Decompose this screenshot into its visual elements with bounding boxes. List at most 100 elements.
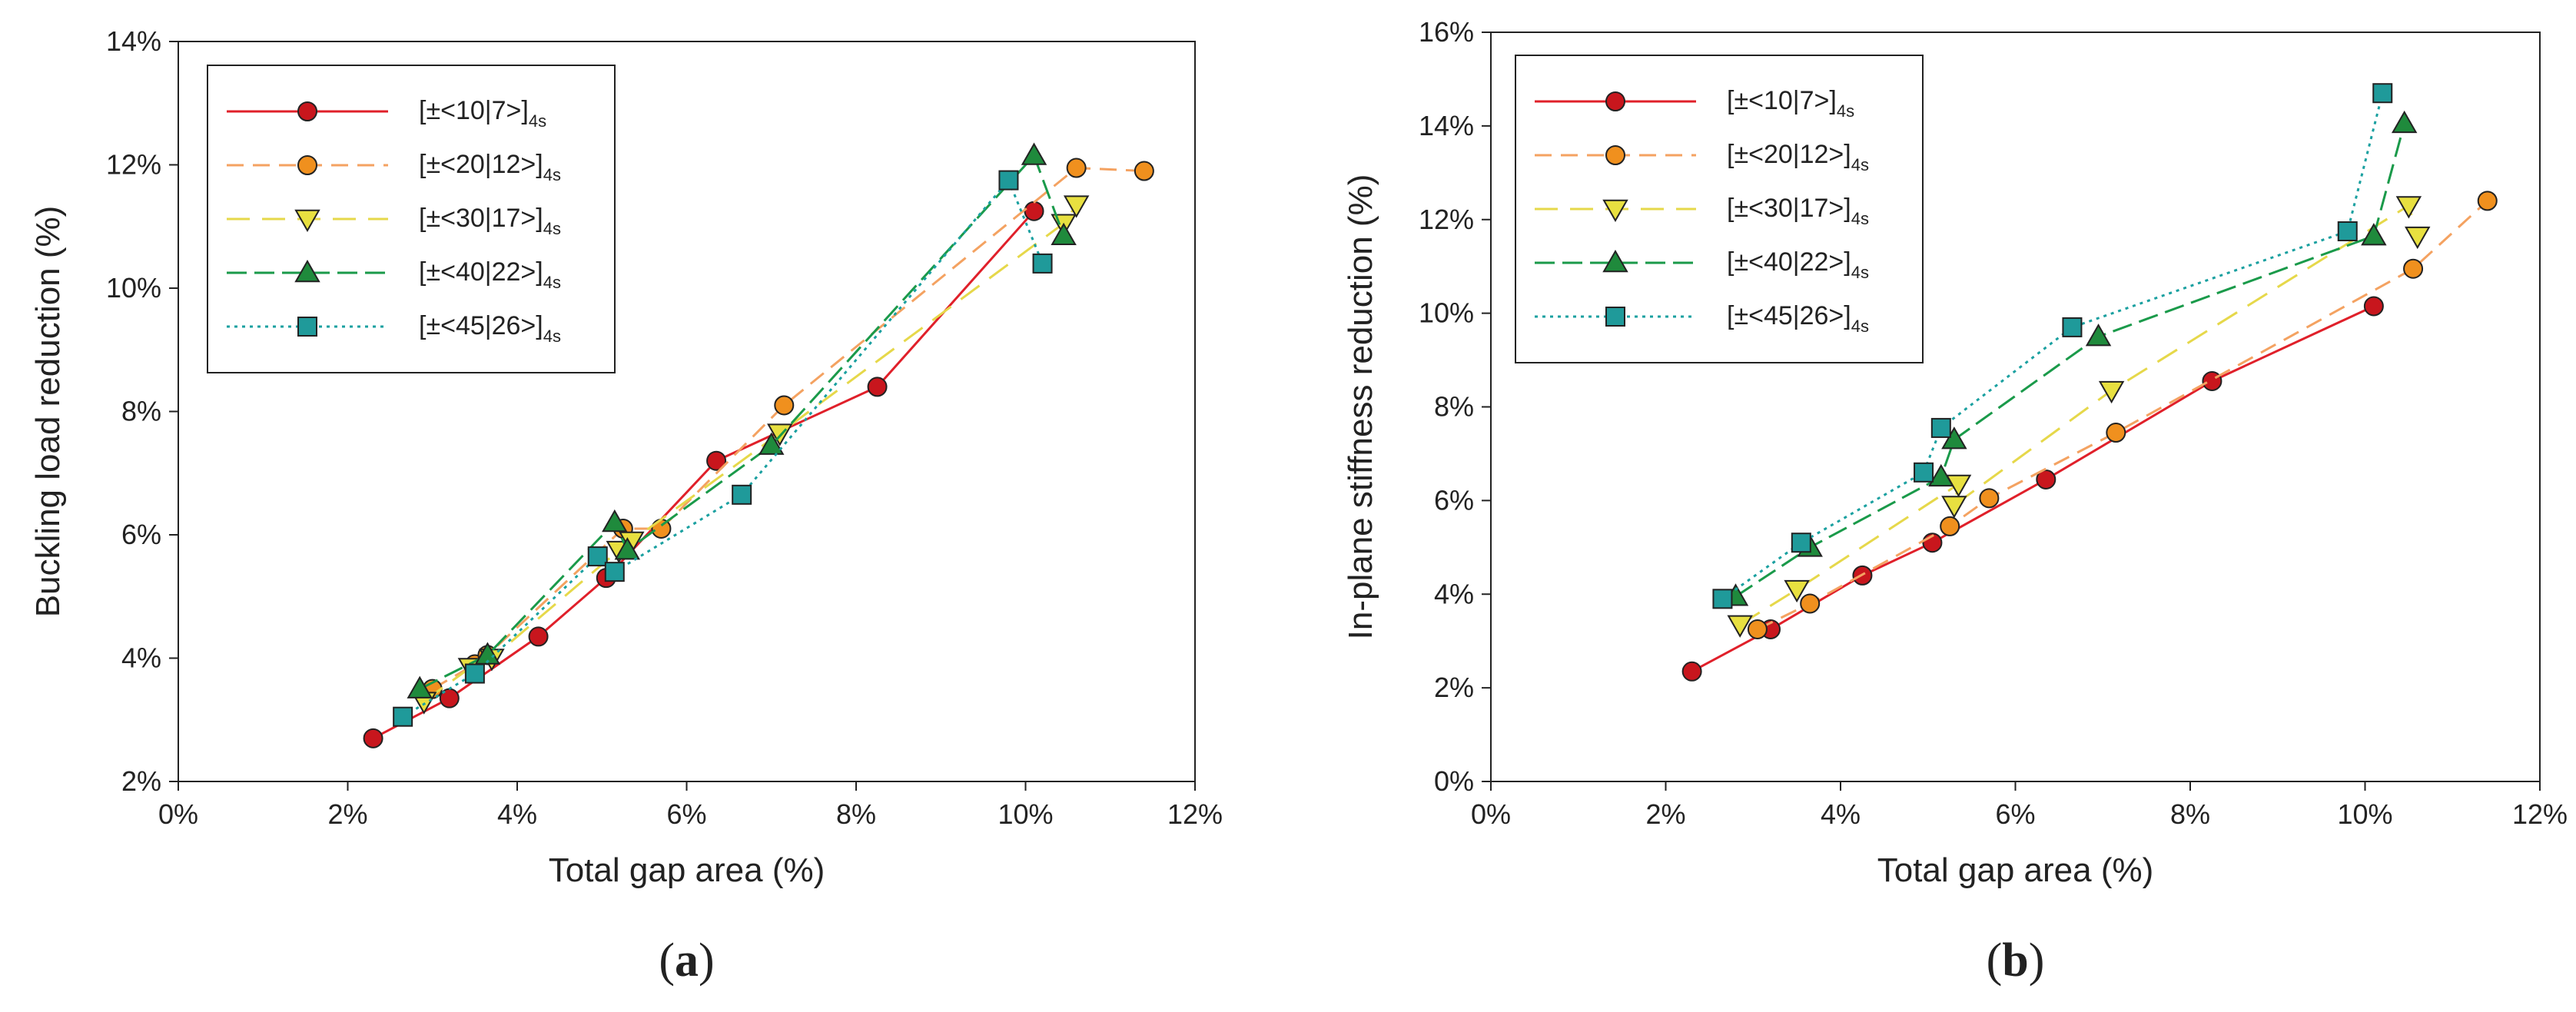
series-5 <box>393 170 1053 727</box>
data-point <box>2477 191 2498 211</box>
y-tick-label: 2% <box>1434 672 1474 703</box>
legend-label-subscript: 4s <box>1851 263 1869 282</box>
data-point <box>1712 589 1733 609</box>
legend-marker <box>294 259 320 283</box>
data-point <box>1784 579 1810 603</box>
legend-label-subscript: 4s <box>543 219 561 238</box>
y-axis-label: Buckling load reduction (%) <box>29 206 67 618</box>
legend-label-2: [±<20|12>]4s <box>419 150 561 184</box>
legend-label-1: [±<10|7>]4s <box>419 96 546 131</box>
data-point <box>1979 488 2000 509</box>
data-point <box>1747 619 1768 639</box>
data-point <box>1066 158 1087 178</box>
data-point <box>407 675 433 698</box>
data-point <box>1930 417 1951 438</box>
data-point <box>2337 221 2358 241</box>
data-point <box>614 537 641 560</box>
x-tick-label: 12% <box>2512 798 2568 830</box>
y-tick-label: 8% <box>1434 391 1474 423</box>
x-tick-label: 8% <box>836 798 876 830</box>
legend-label-4: [±<40|22>]4s <box>419 257 561 292</box>
data-point <box>1941 426 1967 450</box>
data-point <box>1134 161 1154 181</box>
y-tick-label: 4% <box>121 642 161 674</box>
data-point <box>2395 196 2422 219</box>
legend-label-main: [±<40|22>] <box>1727 247 1851 277</box>
series-4 <box>407 142 1077 698</box>
y-tick-label: 6% <box>1434 484 1474 516</box>
legend: [±<10|7>]4s[±<20|12>]4s[±<30|17>]4s[±<40… <box>207 65 616 373</box>
legend-label-5: [±<45|26>]4s <box>419 311 561 346</box>
data-point <box>1941 496 1967 519</box>
y-tick-label: 6% <box>121 519 161 550</box>
legend-label-subscript: 4s <box>1851 155 1869 174</box>
panel-label-part: ) <box>2029 934 2045 987</box>
data-point <box>528 626 549 647</box>
data-point <box>732 484 752 505</box>
legend-label-main: [±<10|7>] <box>419 96 529 125</box>
x-tick-label: 2% <box>1645 798 1685 830</box>
legend-marker <box>294 209 320 233</box>
legend-label-subscript: 4s <box>1851 209 1869 228</box>
legend-label-subscript: 4s <box>529 111 546 131</box>
legend-label-4: [±<40|22>]4s <box>1727 247 1869 282</box>
series-1 <box>1681 296 2384 682</box>
data-point <box>2036 469 2056 489</box>
x-axis-label: Total gap area (%) <box>1877 851 2154 889</box>
series-5 <box>1712 83 2393 609</box>
series-3 <box>1727 196 2431 638</box>
legend-label-3: [±<30|17>]4s <box>1727 194 1869 228</box>
legend-label-main: [±<45|26>] <box>419 311 543 340</box>
legend-label-2: [±<20|12>]4s <box>1727 140 1869 174</box>
panel-label-part: ) <box>699 934 715 987</box>
data-point <box>2085 324 2112 347</box>
data-point <box>2202 370 2222 391</box>
data-point <box>2363 296 2384 317</box>
legend-label-subscript: 4s <box>543 273 561 292</box>
legend-marker <box>1605 91 1625 111</box>
data-point <box>998 170 1019 191</box>
data-point <box>1032 253 1053 274</box>
legend-label-subscript: 4s <box>1837 101 1854 121</box>
y-tick-label: 16% <box>1419 16 1474 48</box>
data-point <box>759 432 785 455</box>
x-tick-label: 8% <box>2170 798 2210 830</box>
panel-label-part: ( <box>1987 934 2003 987</box>
legend-label-main: [±<10|7>] <box>1727 86 1837 115</box>
legend-marker <box>1605 145 1625 165</box>
data-point <box>602 509 628 533</box>
y-tick-label: 14% <box>1419 110 1474 141</box>
x-tick-label: 12% <box>1167 798 1223 830</box>
legend-label-subscript: 4s <box>1851 317 1869 336</box>
data-point <box>774 395 795 416</box>
x-tick-label: 4% <box>497 798 537 830</box>
legend-marker <box>297 101 317 121</box>
x-axis-label: Total gap area (%) <box>549 851 825 889</box>
data-point <box>2372 83 2393 104</box>
panel-label-part: b <box>2002 934 2028 987</box>
legend-marker <box>1602 249 1628 273</box>
data-point <box>1727 615 1753 638</box>
x-tick-label: 6% <box>1995 798 2035 830</box>
data-point <box>474 642 501 665</box>
x-tick-label: 2% <box>327 798 367 830</box>
legend-label-main: [±<20|12>] <box>1727 140 1851 169</box>
y-tick-label: 4% <box>1434 578 1474 609</box>
data-point <box>1940 516 1960 536</box>
y-tick-label: 10% <box>1419 297 1474 329</box>
y-tick-label: 2% <box>121 765 161 797</box>
data-point <box>1928 463 1954 487</box>
x-tick-label: 10% <box>2337 798 2392 830</box>
y-tick-label: 8% <box>121 396 161 427</box>
data-point <box>1021 142 1047 165</box>
legend-label-main: [±<30|17>] <box>419 204 543 233</box>
legend-marker <box>297 155 317 175</box>
legend-label-main: [±<30|17>] <box>1727 194 1851 223</box>
data-point <box>1681 661 1702 682</box>
legend-marker <box>297 317 317 337</box>
data-point <box>1800 593 1821 614</box>
chart-panel-a: 0% 2% 4% 6% 8% 10% 12%2%4%6%8%10%12%14%Total g… <box>29 25 1223 987</box>
y-tick-label: 0% <box>1434 765 1474 797</box>
x-tick-label: 10% <box>998 798 1053 830</box>
data-point <box>363 728 383 748</box>
